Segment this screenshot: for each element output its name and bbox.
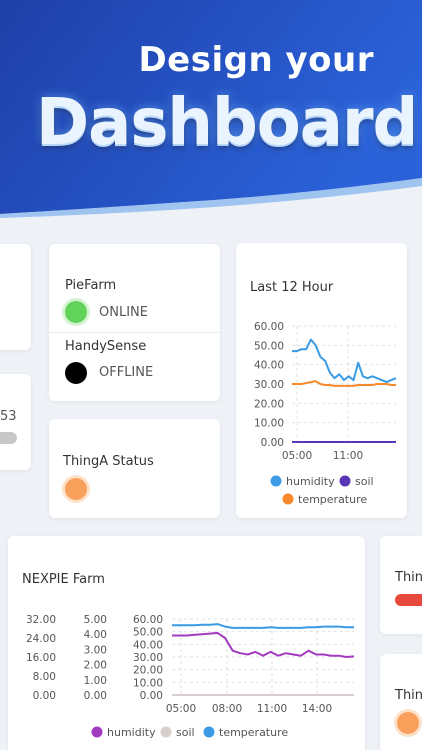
toggle-switch[interactable] [0, 432, 17, 444]
offline-status-icon [65, 362, 87, 384]
right-partial-label: Thin [395, 570, 422, 585]
y-tick-label: 3.00 [84, 644, 107, 656]
y-tick-label: 2.00 [84, 660, 107, 672]
x-tick-label: 08:00 [212, 703, 242, 715]
y-tick-label: 10.00 [254, 418, 284, 430]
left-partial-card-top [0, 244, 31, 350]
right-partial-card-top: Thin [380, 536, 422, 634]
y-tick-label: 30.00 [254, 379, 284, 391]
legend-label-soil: soil [355, 475, 374, 488]
y-tick-label: 10.00 [133, 677, 163, 689]
y-tick-label: 8.00 [33, 671, 56, 683]
device-status-card: PieFarm ONLINE HandySense OFFLINE [49, 244, 220, 401]
legend-label-humidity: humidity [107, 726, 156, 739]
y-tick-label: 16.00 [26, 652, 56, 664]
online-status-icon [65, 301, 87, 323]
y-tick-label: 0.00 [84, 690, 107, 702]
y-tick-label: 40.00 [254, 360, 284, 372]
y-tick-label: 1.00 [84, 675, 107, 687]
hero-background [0, 0, 422, 235]
partial-value: 53 [0, 409, 17, 424]
legend-marker-temperature [203, 726, 215, 738]
legend-label-temperature: temperature [298, 493, 367, 506]
last-12-hour-card: Last 12 Hour 60.00 50.00 40.00 30.00 20.00 10… [236, 243, 407, 518]
device-name-handysense: HandySense [65, 339, 147, 354]
series-line-temperature [292, 380, 396, 387]
legend-marker-soil [160, 726, 172, 738]
y-tick-label: 5.00 [84, 614, 107, 626]
hero-title: Dashboard [36, 86, 418, 160]
legend-marker-temperature [282, 493, 294, 505]
y-tick-label: 24.00 [26, 633, 56, 645]
y-tick-label: 40.00 [133, 639, 163, 651]
x-tick-label: 05:00 [282, 450, 312, 462]
thing-status-indicator-icon [65, 478, 87, 500]
nexpie-farm-chart: NEXPIE Farm 32.00 24.00 16.00 8.00 0.00 5.00 4… [22, 572, 355, 739]
hero-subtitle: Design your [138, 40, 374, 80]
x-tick-label: 05:00 [166, 703, 196, 715]
y-tick-label: 0.00 [33, 690, 56, 702]
nexpie-farm-card: NEXPIE Farm 32.00 24.00 16.00 8.00 0.00 5.00 4… [8, 536, 365, 750]
thing-status-card: ThingA Status [49, 419, 220, 518]
legend-marker-soil [339, 475, 351, 487]
legend-label-humidity: humidity [286, 475, 335, 488]
x-tick-label: 14:00 [302, 703, 332, 715]
y-tick-label: 4.00 [84, 629, 107, 641]
y-tick-label: 20.00 [254, 398, 284, 410]
series-line-humidity [292, 338, 397, 384]
chart-title: NEXPIE Farm [22, 572, 105, 587]
legend-marker-humidity [270, 475, 282, 487]
last-12-hour-chart: Last 12 Hour 60.00 50.00 40.00 30.00 20.00 10… [250, 280, 397, 506]
y-tick-label: 32.00 [26, 614, 56, 626]
legend-marker-humidity [91, 726, 103, 738]
x-tick-label: 11:00 [257, 703, 287, 715]
y-tick-label: 50.00 [133, 627, 163, 639]
y-tick-label: 30.00 [133, 652, 163, 664]
y-tick-label: 50.00 [254, 340, 284, 352]
chart-title: Last 12 Hour [250, 280, 334, 295]
y-tick-label: 0.00 [140, 690, 163, 702]
left-partial-card-bottom: 53 [0, 374, 31, 470]
hero-banner: Design your Dashboard [0, 0, 422, 235]
slider-bar[interactable] [395, 594, 422, 606]
series-line-temperature [172, 623, 354, 629]
device-status-handysense: OFFLINE [99, 365, 154, 380]
y-tick-label: 20.00 [133, 665, 163, 677]
right-partial-label: Thin [395, 688, 422, 703]
thing-status-label: ThingA Status [63, 454, 154, 469]
x-tick-label: 11:00 [333, 450, 363, 462]
y-tick-label: 60.00 [133, 614, 163, 626]
legend-label-soil: soil [176, 726, 195, 739]
series-line-humidity [172, 631, 355, 658]
device-name-piefarm: PieFarm [65, 278, 117, 293]
right-partial-card-bottom: Thin [380, 654, 422, 750]
divider [49, 332, 220, 333]
y-tick-label: 0.00 [261, 437, 284, 449]
legend-label-temperature: temperature [219, 726, 288, 739]
status-indicator-icon [397, 712, 419, 734]
device-status-piefarm: ONLINE [99, 305, 148, 320]
y-tick-label: 60.00 [254, 321, 284, 333]
